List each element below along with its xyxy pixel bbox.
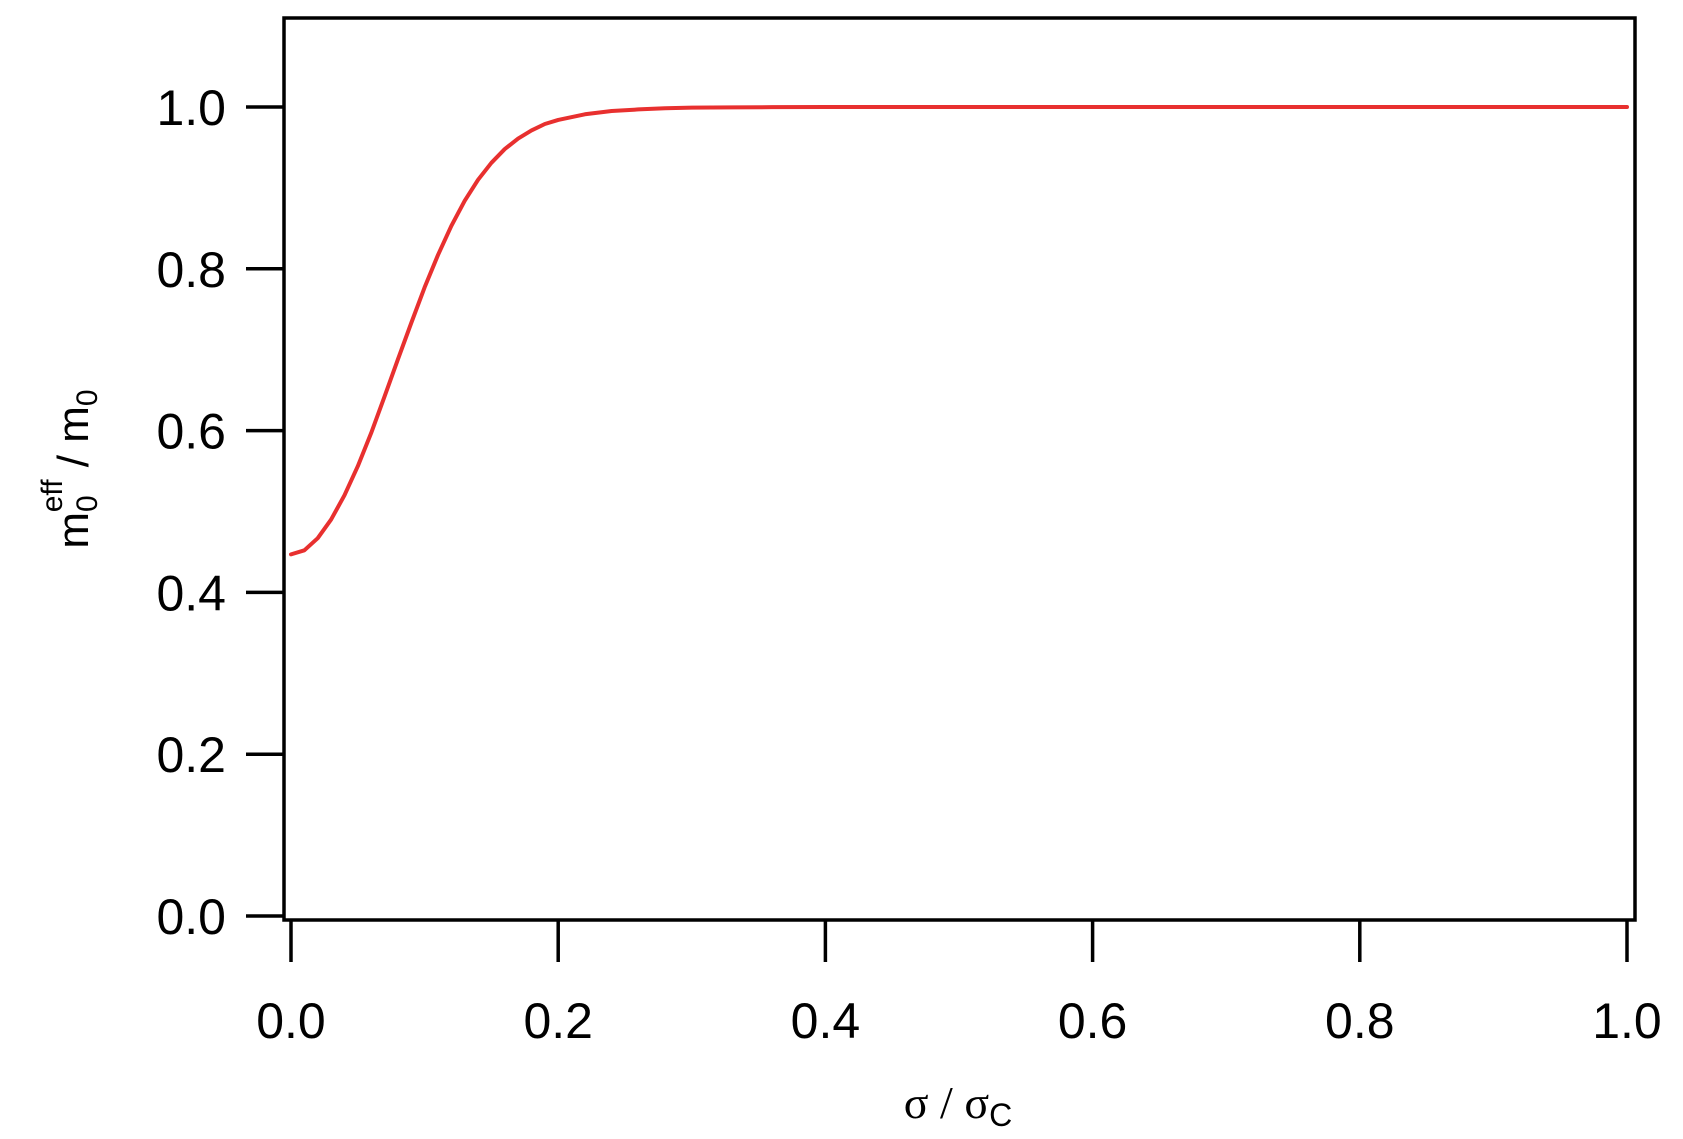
- y-tick-label: 0.0: [156, 889, 226, 945]
- y-axis-label: m0eff / m0: [36, 389, 104, 548]
- y-tick-label: 0.6: [156, 404, 226, 460]
- x-tick-label: 0.6: [1058, 993, 1128, 1049]
- x-tick-label: 0.2: [523, 993, 593, 1049]
- x-axis-ticks: 0.0 0.2 0.4 0.6 0.8 1.0: [256, 920, 1662, 1049]
- y-tick-label: 0.2: [156, 727, 226, 783]
- y-tick-label: 0.4: [156, 565, 226, 621]
- plot-frame: [282, 16, 1637, 922]
- x-tick-label: 0.0: [256, 993, 326, 1049]
- x-tick-label: 0.4: [791, 993, 861, 1049]
- x-tick-label: 1.0: [1592, 993, 1662, 1049]
- x-axis-label: σ / σC: [904, 1077, 1012, 1133]
- series-layer: [289, 105, 1629, 557]
- y-tick-label: 0.8: [156, 242, 226, 298]
- y-tick-label: 1.0: [156, 80, 226, 136]
- series-line: [289, 105, 1629, 557]
- y-axis-ticks: 0.0 0.2 0.4 0.6 0.8 1.0: [156, 80, 284, 945]
- x-tick-label: 0.8: [1325, 993, 1395, 1049]
